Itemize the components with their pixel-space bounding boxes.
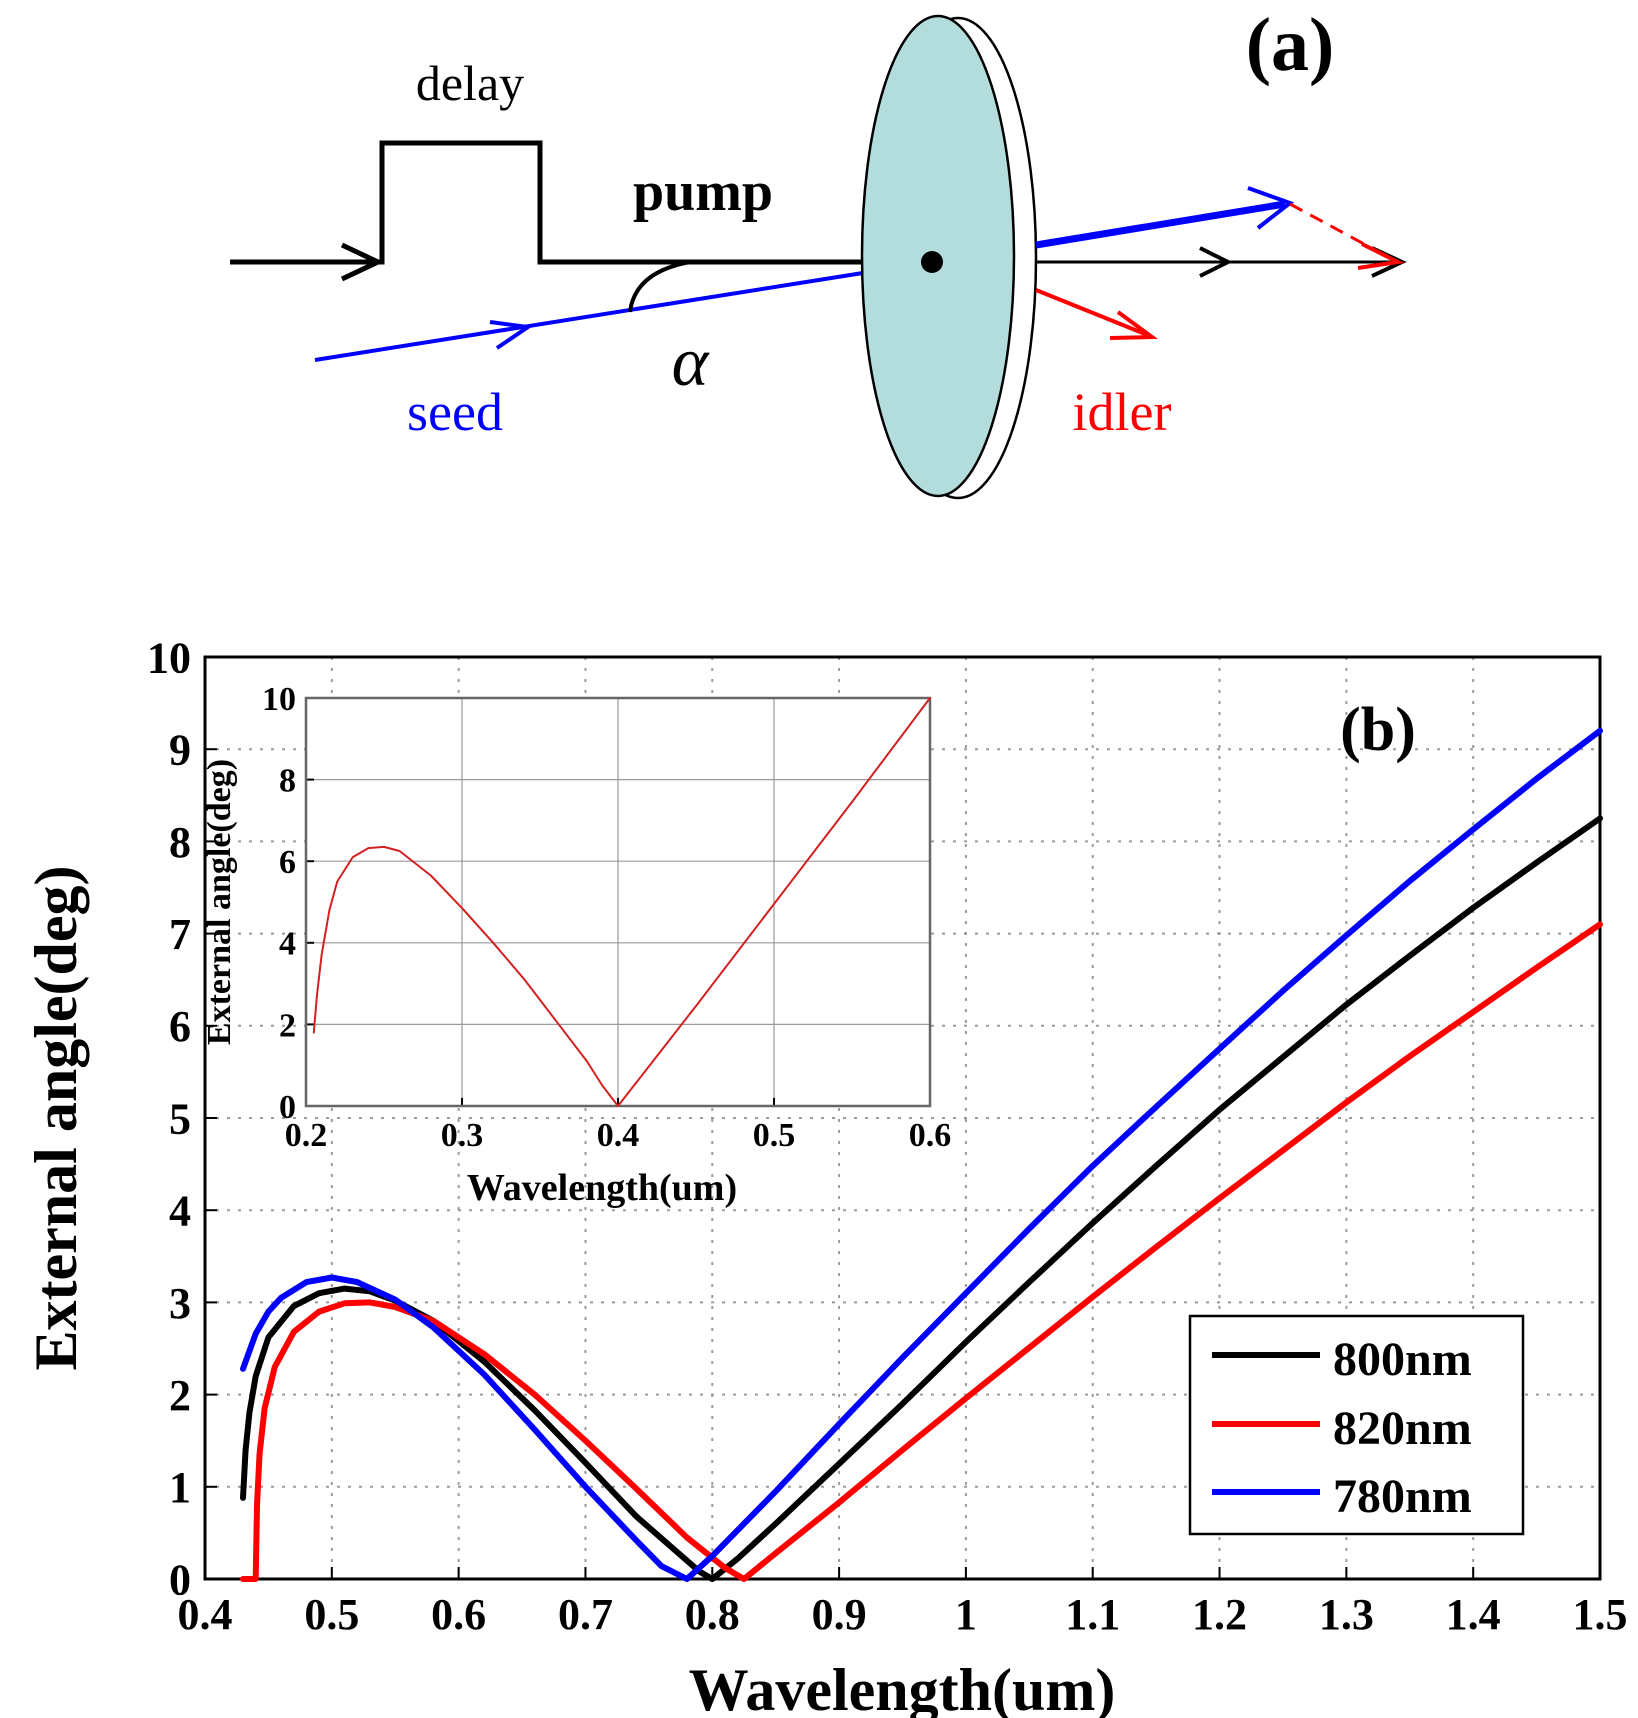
optical-setup-diagram: (a) delay pump seed α idler <box>230 3 1407 500</box>
inset-x-tick-label: 0.3 <box>441 1117 484 1154</box>
main-chart: 0.4 0.5 0.6 0.7 0.8 0.9 1 1.1 1.2 1.3 1.4 1.5 0 1 2 3 4… <box>23 633 1628 1718</box>
inset-y-tick-label: 6 <box>279 844 296 881</box>
alpha-angle-arc <box>628 260 691 313</box>
main-y-tick-label: 5 <box>169 1094 191 1143</box>
main-y-tick-label: 8 <box>169 818 191 867</box>
panel-label-a: (a) <box>1246 3 1335 87</box>
pump-output-arrowhead-1 <box>1199 246 1233 278</box>
inset-series-lines <box>312 697 931 1107</box>
inset-y-tick-label: 0 <box>279 1089 296 1126</box>
idler-output-arrowhead <box>1109 310 1158 340</box>
main-y-tick-label: 1 <box>169 1463 191 1512</box>
main-x-tick-label: 0.8 <box>685 1590 740 1639</box>
main-y-tick-label: 7 <box>169 910 191 959</box>
idler-dashed-arrowhead <box>1357 242 1405 270</box>
main-x-tick-label: 1.1 <box>1065 1590 1120 1639</box>
pump-beam-path <box>230 140 932 265</box>
panel-label-b: (b) <box>1340 696 1416 764</box>
legend-item-780nm: 780nm <box>1212 1470 1472 1523</box>
seed-label: seed <box>407 382 503 442</box>
main-x-tick-label: 1.5 <box>1573 1590 1628 1639</box>
main-x-tick-label: 1.3 <box>1319 1590 1374 1639</box>
idler-label: idler <box>1073 382 1172 442</box>
inset-x-tick-label: 0.2 <box>285 1117 328 1154</box>
pump-input-arrowhead <box>340 242 384 282</box>
inset-x-tick-label: 0.4 <box>597 1117 640 1154</box>
main-x-tick-label: 1 <box>955 1590 977 1639</box>
main-x-tick-label: 0.6 <box>431 1590 486 1639</box>
inset-y-tick-labels: 0 2 4 6 8 10 <box>262 681 296 1126</box>
seed-output-beam <box>1035 200 1286 249</box>
alpha-label: α <box>672 324 710 401</box>
main-x-tick-label: 0.4 <box>178 1590 233 1639</box>
main-x-tick-label: 0.9 <box>812 1590 867 1639</box>
legend-label-780nm: 780nm <box>1333 1470 1472 1523</box>
inset-grid <box>305 697 931 1107</box>
inset-y-axis-label: External angle(deg) <box>201 759 238 1045</box>
inset-x-tick-label: 0.6 <box>909 1117 952 1154</box>
focus-point <box>921 251 943 273</box>
seed-input-arrowhead <box>489 320 534 350</box>
main-y-tick-labels: 0 1 2 3 4 5 6 7 8 9 10 <box>147 633 191 1604</box>
inset-series-inset <box>312 697 931 1107</box>
delay-label: delay <box>416 55 524 111</box>
main-y-tick-label: 9 <box>169 726 191 775</box>
main-x-tick-label: 1.4 <box>1446 1590 1501 1639</box>
legend-item-820nm: 820nm <box>1212 1402 1472 1455</box>
inset-y-tick-label: 4 <box>279 926 296 963</box>
idler-output-beam <box>1035 288 1151 338</box>
main-series-820nm <box>240 921 1603 1582</box>
inset-y-tick-label: 2 <box>279 1007 296 1044</box>
legend-label-800nm: 800nm <box>1333 1333 1472 1386</box>
inset-x-tick-labels: 0.2 0.3 0.4 0.5 0.6 <box>285 1117 952 1154</box>
inset-chart: 0.2 0.3 0.4 0.5 0.6 0 2 4 6 8 10 Wavelength(um) E… <box>201 681 951 1209</box>
main-y-tick-label: 2 <box>169 1371 191 1420</box>
main-x-tick-label: 1.2 <box>1192 1590 1247 1639</box>
pump-label: pump <box>633 161 773 223</box>
main-x-tick-labels: 0.4 0.5 0.6 0.7 0.8 0.9 1 1.1 1.2 1.3 1.4 1.5 <box>178 1590 1628 1639</box>
legend: 800nm 820nm 780nm <box>1188 1314 1525 1536</box>
main-x-axis-label: Wavelength(um) <box>689 1657 1116 1718</box>
inset-x-axis-label: Wavelength(um) <box>467 1167 737 1209</box>
main-series-lines <box>240 727 1603 1582</box>
main-x-tick-label: 0.7 <box>558 1590 613 1639</box>
inset-y-tick-label: 10 <box>262 681 296 718</box>
main-plot-frame <box>203 655 1602 1581</box>
inset-x-tick-label: 0.5 <box>753 1117 796 1154</box>
main-y-tick-label: 3 <box>169 1279 191 1328</box>
main-y-tick-label: 4 <box>169 1187 191 1236</box>
inset-y-tick-label: 8 <box>279 763 296 800</box>
main-y-axis-label: External angle(deg) <box>23 866 89 1371</box>
main-series-780nm <box>240 727 1603 1582</box>
legend-label-820nm: 820nm <box>1333 1402 1472 1455</box>
main-y-tick-label: 10 <box>147 633 191 682</box>
legend-item-800nm: 800nm <box>1212 1333 1472 1386</box>
seed-input-beam <box>314 260 933 362</box>
main-y-tick-label: 0 <box>169 1555 191 1604</box>
seed-output-arrowhead <box>1247 186 1295 230</box>
main-x-tick-label: 0.5 <box>304 1590 359 1639</box>
main-series-800nm <box>240 815 1603 1582</box>
main-y-tick-label: 6 <box>169 1002 191 1051</box>
